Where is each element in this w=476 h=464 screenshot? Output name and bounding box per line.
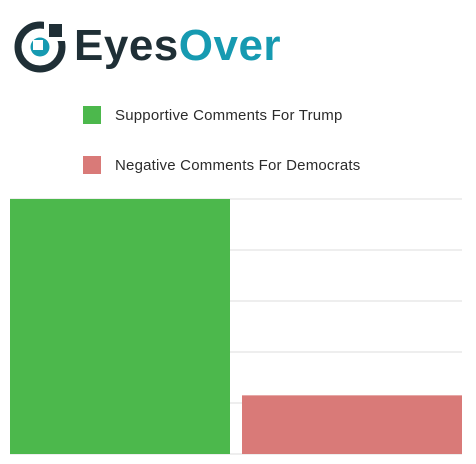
brand-logo: EyesOver xyxy=(74,16,281,76)
bar-chart xyxy=(10,198,462,455)
legend-swatch-negative xyxy=(83,156,101,174)
chart-area xyxy=(0,190,476,464)
legend-item-negative: Negative Comments For Democrats xyxy=(83,155,360,175)
brand-name-part1: Eyes xyxy=(74,21,179,70)
header: EyesOver xyxy=(0,0,476,96)
chart-legend: Supportive Comments For Trump Negative C… xyxy=(0,98,476,190)
eye-target-icon xyxy=(14,21,66,73)
legend-swatch-supportive xyxy=(83,106,101,124)
legend-label-supportive: Supportive Comments For Trump xyxy=(115,106,343,124)
bar-supportive xyxy=(10,199,230,454)
brand-name-part2: Over xyxy=(178,21,282,70)
legend-label-negative: Negative Comments For Democrats xyxy=(115,156,361,174)
bar-negative xyxy=(242,395,462,454)
legend-item-supportive: Supportive Comments For Trump xyxy=(83,105,343,125)
